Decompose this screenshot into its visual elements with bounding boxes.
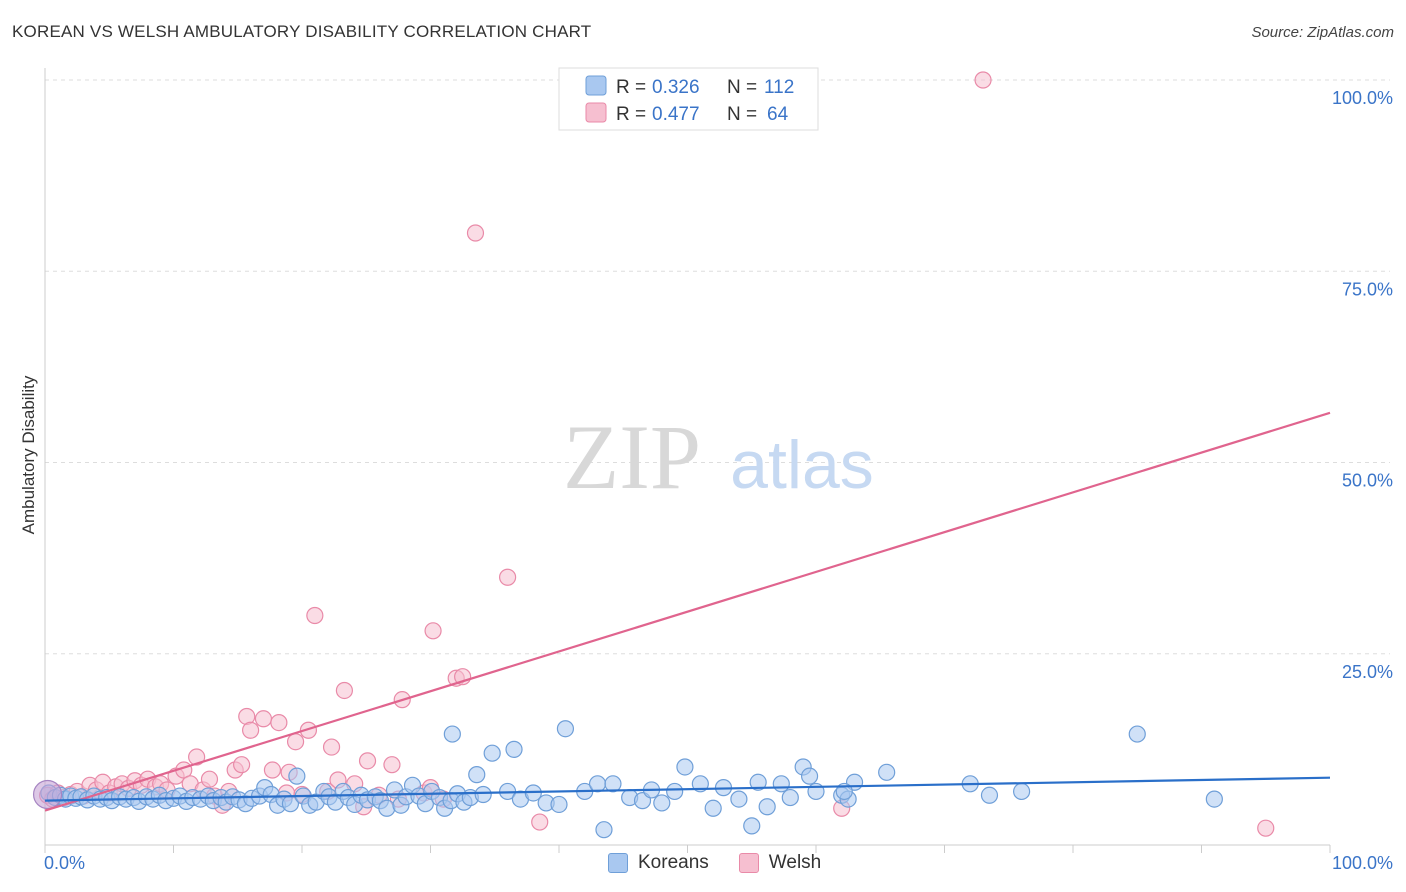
welsh-swatch <box>738 853 759 873</box>
korean-point <box>704 799 722 817</box>
watermark-atlas: atlas <box>730 427 874 503</box>
korean-point <box>550 795 568 814</box>
welsh-point <box>335 681 354 700</box>
welsh-point <box>974 71 992 89</box>
welsh-point <box>499 568 517 586</box>
korean-point <box>666 782 684 801</box>
korean-point <box>378 799 396 817</box>
legend-r-label: R = <box>616 77 646 98</box>
korean-point <box>1128 725 1146 743</box>
korean-point <box>878 763 896 781</box>
korean-point <box>676 758 694 776</box>
korean-point <box>653 794 671 812</box>
welsh-point <box>200 770 219 788</box>
legend-swatch-koreans <box>585 75 607 96</box>
korean-point <box>505 740 523 758</box>
korean-point <box>474 785 492 804</box>
y-axis-label: Ambulatory Disability <box>19 375 38 534</box>
welsh-point <box>188 748 206 766</box>
y-tick-label: 25.0% <box>1342 662 1393 682</box>
korean-point <box>604 775 622 793</box>
y-tick-label: 100.0% <box>1332 88 1393 108</box>
korean-point <box>980 786 999 804</box>
welsh-point <box>263 761 282 779</box>
korean-point <box>288 767 306 785</box>
korean-point <box>749 773 767 791</box>
watermark-zip: ZIP <box>563 406 701 508</box>
legend-swatch-welsh <box>585 102 607 123</box>
y-tick-label: 75.0% <box>1342 279 1393 299</box>
korean-point <box>730 790 748 808</box>
origin-cluster-point <box>32 779 63 810</box>
legend-n-value: 64 <box>767 104 789 125</box>
korean-point <box>772 775 790 793</box>
korean-trendline <box>44 776 1331 802</box>
korean-point <box>595 821 613 839</box>
welsh-point <box>322 738 341 756</box>
korean-point <box>1205 790 1223 808</box>
korean-point <box>483 744 501 762</box>
trend-layer <box>44 411 1331 812</box>
korean-point <box>556 720 575 738</box>
welsh-point <box>242 721 260 739</box>
korean-point <box>1012 782 1031 801</box>
watermark: ZIP atlas <box>563 406 874 508</box>
korean-point <box>443 725 461 743</box>
axis-layer: 100.0% 75.0% 50.0% 25.0% 0.0% 100.0% <box>44 68 1393 873</box>
bottom-legend: Koreans Welsh <box>608 852 851 874</box>
welsh-point <box>299 721 318 739</box>
grid-layer <box>45 79 1390 655</box>
legend-n-label: N = <box>727 77 757 98</box>
legend-n-value: 112 <box>764 77 794 98</box>
korean-point <box>743 817 761 835</box>
welsh-point <box>254 710 273 728</box>
korean-point <box>758 798 776 816</box>
welsh-trendline <box>44 411 1331 812</box>
legend-item-welsh: Welsh <box>738 852 822 874</box>
x-tick-label-max: 100.0% <box>1332 853 1393 873</box>
welsh-point <box>383 756 401 774</box>
chart-title: KOREAN VS WELSH AMBULATORY DISABILITY CO… <box>12 22 592 41</box>
source-label: Source: ZipAtlas.com <box>1251 24 1394 41</box>
legend-label-welsh: Welsh <box>768 852 822 873</box>
legend-item-koreans: Koreans <box>608 852 709 874</box>
legend-box: R = 0.326 N = 112 R = 0.477 N = 64 <box>558 67 819 131</box>
welsh-point <box>1257 819 1275 837</box>
koreans-swatch <box>608 853 628 873</box>
korean-point <box>781 788 799 807</box>
korean-point <box>800 767 819 785</box>
welsh-point <box>466 224 485 242</box>
welsh-point <box>233 756 251 774</box>
welsh-point <box>286 733 305 751</box>
legend-r-value: 0.477 <box>652 104 700 125</box>
korean-point <box>468 766 486 784</box>
welsh-point <box>306 606 324 625</box>
legend-n-label: N = <box>727 104 757 125</box>
legend-label-koreans: Koreans <box>638 852 709 873</box>
legend-r-value: 0.326 <box>652 77 700 98</box>
x-tick-label-min: 0.0% <box>44 853 85 873</box>
welsh-point <box>424 622 442 640</box>
welsh-point <box>270 713 288 732</box>
legend-r-label: R = <box>616 104 646 125</box>
korean-point <box>588 775 607 793</box>
welsh-point <box>531 813 549 831</box>
y-tick-label: 50.0% <box>1342 471 1393 491</box>
welsh-point <box>358 752 377 770</box>
